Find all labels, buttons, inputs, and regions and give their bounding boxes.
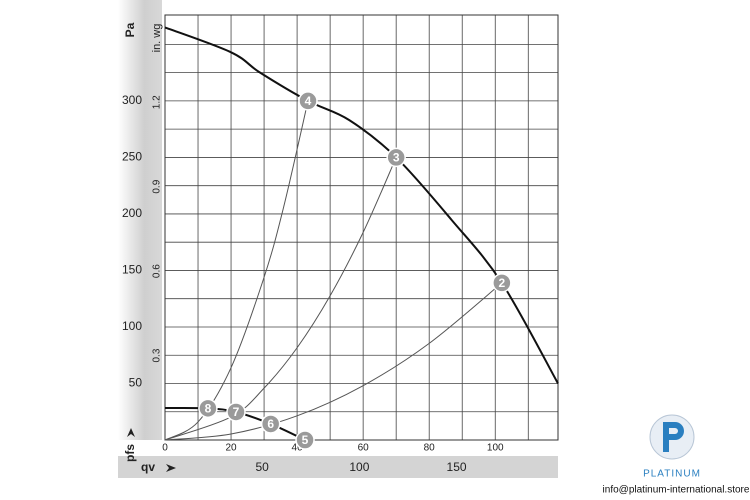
- point-marker: [298, 91, 318, 111]
- x-tick-label: 20: [225, 443, 237, 454]
- y-tick-label: 100: [122, 319, 142, 333]
- x-tick-label: 80: [424, 443, 436, 454]
- y2-tick-label: 0.3: [152, 348, 163, 362]
- y2-axis-label: in. wg: [151, 24, 163, 53]
- point-label: 4: [305, 94, 312, 108]
- y-arrow-label: pfs: [123, 444, 137, 462]
- curve: [164, 282, 503, 441]
- point-label: 8: [205, 402, 212, 416]
- logo: PLATINUM info@platinum-international.sto…: [603, 414, 750, 496]
- email: info@platinum-international.store: [603, 485, 750, 496]
- arrow: [166, 464, 176, 472]
- arrow: [127, 428, 135, 437]
- x-axis-label: qv: [141, 460, 155, 474]
- point-marker: [386, 147, 406, 168]
- x2-tick-label: 50: [256, 460, 270, 474]
- y2-tick-label: 0.6: [152, 264, 163, 278]
- x-tick-label: 0: [162, 443, 168, 454]
- y-tick-label: 150: [122, 263, 142, 277]
- y-axis-label: Pa: [123, 22, 137, 37]
- x2-tick-label: 150: [447, 460, 467, 474]
- y-tick-label: 50: [129, 376, 143, 390]
- y-tick-label: 250: [122, 150, 142, 164]
- left-band: [118, 0, 162, 440]
- point-label: 2: [499, 276, 506, 290]
- x2-tick-label: 100: [349, 460, 369, 474]
- point-label: 5: [302, 433, 309, 447]
- curve: [164, 26, 559, 384]
- x-tick-label: 60: [358, 443, 370, 454]
- plot-frame: [164, 14, 559, 441]
- y2-tick-label: 0.9: [152, 179, 163, 193]
- curve: [164, 100, 309, 441]
- y-tick-label: 200: [122, 206, 142, 220]
- point-label: 6: [267, 417, 274, 431]
- point-label: 7: [233, 405, 240, 419]
- point-marker: [295, 430, 315, 450]
- x-tick-label: 40: [292, 443, 304, 454]
- x-tick-label: 100: [487, 443, 504, 454]
- brand: PLATINUM: [643, 469, 701, 480]
- point-marker: [198, 398, 218, 419]
- bottom-band: [118, 456, 558, 478]
- point-marker: [260, 414, 281, 434]
- y-tick-label: 300: [122, 93, 142, 107]
- point-label: 3: [393, 151, 400, 165]
- logo-mark: [663, 422, 684, 452]
- point-marker: [226, 402, 246, 422]
- point-marker: [492, 273, 512, 293]
- y2-tick-label: 1.2: [152, 95, 163, 109]
